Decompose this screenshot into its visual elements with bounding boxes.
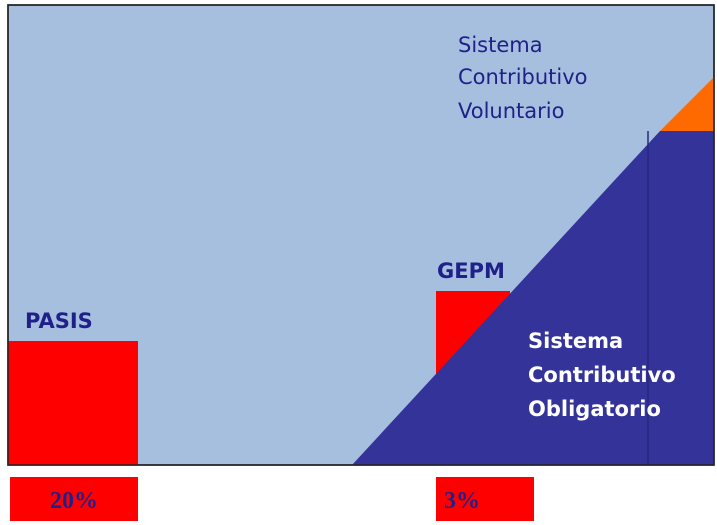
gepm-label: GEPM [437, 259, 505, 283]
label-line: Sistema [528, 329, 623, 353]
mandatory-label: Sistema Contributivo Obligatorio [528, 329, 676, 421]
gepm-share-box [436, 477, 534, 521]
label-line: Sistema [458, 33, 543, 57]
label-line: Voluntario [458, 99, 564, 123]
label-line: Contributivo [458, 65, 588, 89]
pasis-share: 20% [50, 488, 98, 514]
label-line: Obligatorio [528, 397, 661, 421]
label-line: Contributivo [528, 363, 676, 387]
gepm-share: 3% [444, 488, 480, 514]
pasis-block [8, 341, 138, 465]
pasis-share-box [10, 477, 138, 521]
mandatory-wedge [352, 131, 714, 465]
voluntary-wedge [660, 77, 714, 131]
pasis-label: PASIS [25, 309, 93, 333]
voluntary-label: Sistema Contributivo Voluntario [458, 33, 588, 123]
panel-border [7, 4, 715, 466]
